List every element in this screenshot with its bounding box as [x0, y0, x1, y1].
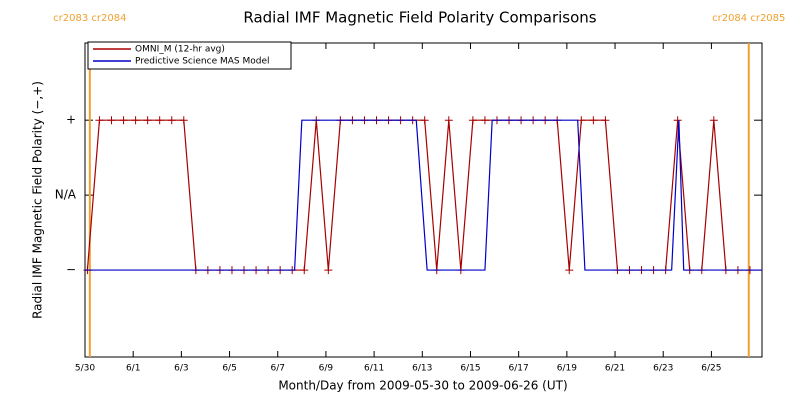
x-tick-label: 6/25 — [701, 364, 721, 374]
y-tick-label: − — [66, 263, 76, 277]
chart-title: Radial IMF Magnetic Field Polarity Compa… — [243, 9, 596, 27]
point-marker — [324, 266, 333, 275]
point-marker — [143, 116, 152, 125]
legend-label: Predictive Science MAS Model — [135, 57, 270, 67]
y-tick-label: N/A — [55, 188, 77, 202]
x-tick-label: 6/5 — [222, 364, 236, 374]
y-tick-label: + — [66, 113, 76, 127]
x-tick-label: 6/9 — [319, 364, 334, 374]
point-marker — [577, 116, 586, 125]
x-axis-label: Month/Day from 2009-05-30 to 2009-06-26 … — [278, 379, 567, 393]
legend-label: OMNI_M (12-hr avg) — [135, 45, 225, 55]
point-marker — [589, 116, 598, 125]
annotation: cr2084 cr2085 — [712, 13, 785, 24]
point-marker — [300, 266, 309, 275]
x-tick-label: 6/21 — [605, 364, 625, 374]
series-line — [86, 119, 750, 271]
y-axis-label: Radial IMF Magnetic Field Polarity (−,+) — [31, 81, 45, 319]
series-line — [85, 119, 762, 271]
plot-frame — [84, 42, 763, 358]
point-marker — [601, 116, 610, 125]
x-tick-label: 6/23 — [653, 364, 673, 374]
point-marker — [468, 116, 477, 125]
point-marker — [95, 116, 104, 125]
point-marker — [420, 116, 429, 125]
point-marker — [709, 116, 718, 125]
point-marker — [107, 116, 116, 125]
point-marker — [131, 116, 140, 125]
x-tick-label: 6/19 — [557, 364, 577, 374]
point-marker — [155, 116, 164, 125]
x-tick-label: 6/11 — [364, 364, 384, 374]
point-marker — [167, 116, 176, 125]
x-tick-label: 6/15 — [460, 364, 480, 374]
x-tick-label: 6/7 — [270, 364, 284, 374]
x-tick-label: 6/1 — [126, 364, 140, 374]
x-tick-label: 6/13 — [412, 364, 432, 374]
point-marker — [565, 266, 574, 275]
x-tick-label: 5/30 — [75, 364, 95, 374]
x-tick-label: 6/17 — [509, 364, 529, 374]
point-marker — [179, 116, 188, 125]
point-marker — [444, 116, 453, 125]
point-marker — [480, 116, 489, 125]
point-marker — [673, 116, 682, 125]
annotation: cr2083 cr2084 — [53, 13, 126, 24]
legend-box — [87, 41, 292, 70]
x-tick-label: 6/3 — [174, 364, 188, 374]
point-marker — [119, 116, 128, 125]
